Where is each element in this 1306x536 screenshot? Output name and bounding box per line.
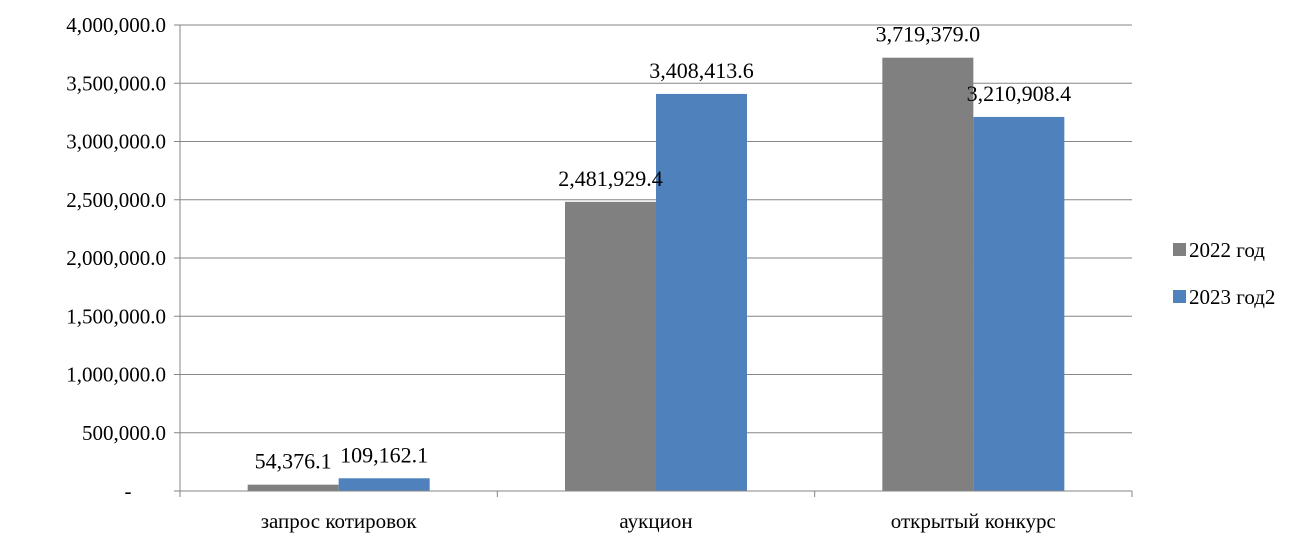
- bars: [247, 57, 1065, 492]
- x-tick-label: запрос котировок: [261, 509, 418, 533]
- y-tick-label: 4,000,000.0: [66, 13, 166, 37]
- y-axis-ticks: - 500,000.0 1,000,000.0 1,500,000.0 2,000,00…: [66, 13, 180, 503]
- bar: [973, 116, 1065, 491]
- y-tick-label: 1,000,000.0: [66, 363, 166, 387]
- axes: [179, 25, 1133, 497]
- bar: [656, 93, 747, 492]
- y-tick-label: 3,000,000.0: [66, 130, 166, 154]
- bar: [565, 201, 656, 491]
- legend-swatch: [1173, 243, 1186, 256]
- x-tick-label: аукцион: [619, 509, 692, 533]
- data-label: 109,162.1: [340, 442, 428, 467]
- x-tick-label: открытый конкурс: [891, 509, 1056, 533]
- y-tick-label: -: [125, 479, 132, 503]
- y-tick-label: 500,000.0: [82, 421, 166, 445]
- data-labels: 54,376.1 109,162.1 2,481,929.4 3,408,413.6 3…: [255, 22, 1071, 474]
- legend: 2022 год 2023 год2: [1173, 238, 1275, 309]
- bar: [882, 57, 974, 491]
- legend-label: 2023 год2: [1189, 285, 1275, 309]
- legend-label: 2022 год: [1189, 238, 1265, 262]
- bar: [338, 478, 430, 491]
- data-label: 54,376.1: [255, 449, 332, 474]
- y-tick-label: 1,500,000.0: [66, 304, 166, 328]
- data-label: 3,210,908.4: [967, 81, 1072, 106]
- bar: [247, 484, 339, 491]
- y-tick-label: 2,000,000.0: [66, 246, 166, 270]
- data-label: 2,481,929.4: [558, 166, 663, 191]
- y-tick-label: 3,500,000.0: [66, 71, 166, 95]
- x-axis-ticks: запрос котировок аукцион открытый конкурс: [261, 509, 1056, 533]
- y-tick-label: 2,500,000.0: [66, 188, 166, 212]
- data-label: 3,719,379.0: [876, 22, 981, 47]
- data-label: 3,408,413.6: [649, 58, 754, 83]
- legend-swatch: [1173, 290, 1186, 303]
